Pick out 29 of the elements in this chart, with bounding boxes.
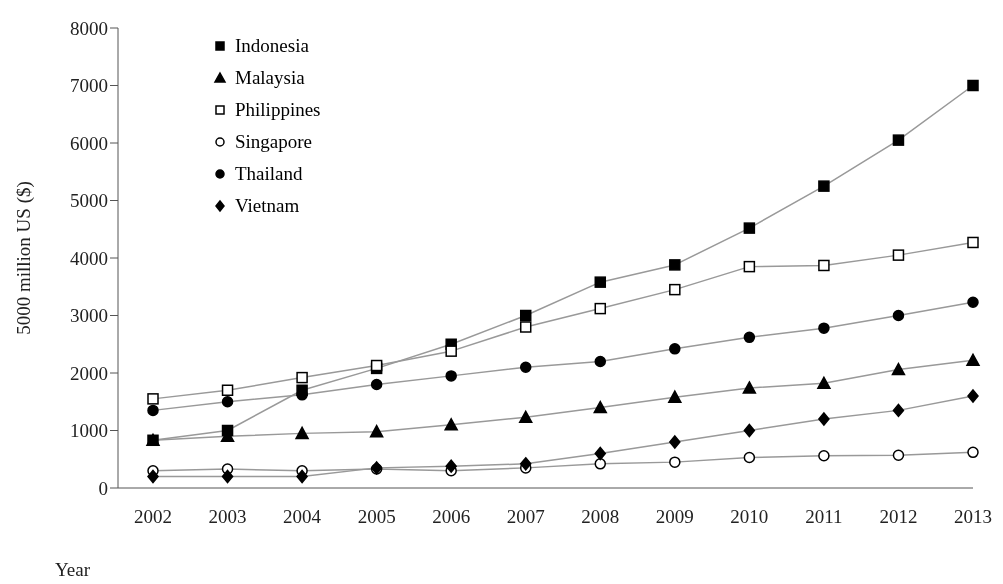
y-tick-label: 0: [98, 477, 108, 499]
x-tick-label: 2009: [655, 506, 694, 528]
legend-label: Vietnam: [235, 194, 300, 218]
legend-label: Singapore: [235, 130, 313, 154]
y-tick-label: 7000: [70, 75, 108, 97]
x-tick-label: 2003: [208, 506, 247, 528]
y-tick-label: 5000: [70, 190, 108, 212]
x-tick-label: 2004: [283, 506, 322, 528]
legend-label: Indonesia: [235, 34, 309, 58]
x-tick-label: 2013: [954, 506, 992, 528]
legend-label: Philippines: [235, 98, 321, 122]
legend-label: Malaysia: [235, 66, 305, 90]
y-tick-label: 3000: [70, 305, 108, 327]
y-tick-label: 1000: [70, 420, 108, 442]
x-axis-title: Year: [55, 559, 91, 580]
y-tick-label: 2000: [70, 362, 108, 384]
x-tick-label: 2012: [879, 506, 918, 528]
x-tick-label: 2002: [134, 506, 172, 528]
x-tick-label: 2011: [805, 506, 843, 528]
x-tick-label: 2005: [357, 506, 396, 528]
x-tick-label: 2008: [581, 506, 620, 528]
x-tick-label: 2010: [730, 506, 769, 528]
legend-label: Thailand: [235, 162, 303, 186]
x-tick-label: 2006: [432, 506, 471, 528]
y-tick-label: 4000: [70, 247, 108, 269]
y-axis-title: 5000 million US ($): [12, 181, 35, 335]
y-tick-label: 8000: [70, 17, 108, 39]
x-tick-label: 2007: [506, 506, 545, 528]
y-tick-label: 6000: [70, 132, 108, 154]
